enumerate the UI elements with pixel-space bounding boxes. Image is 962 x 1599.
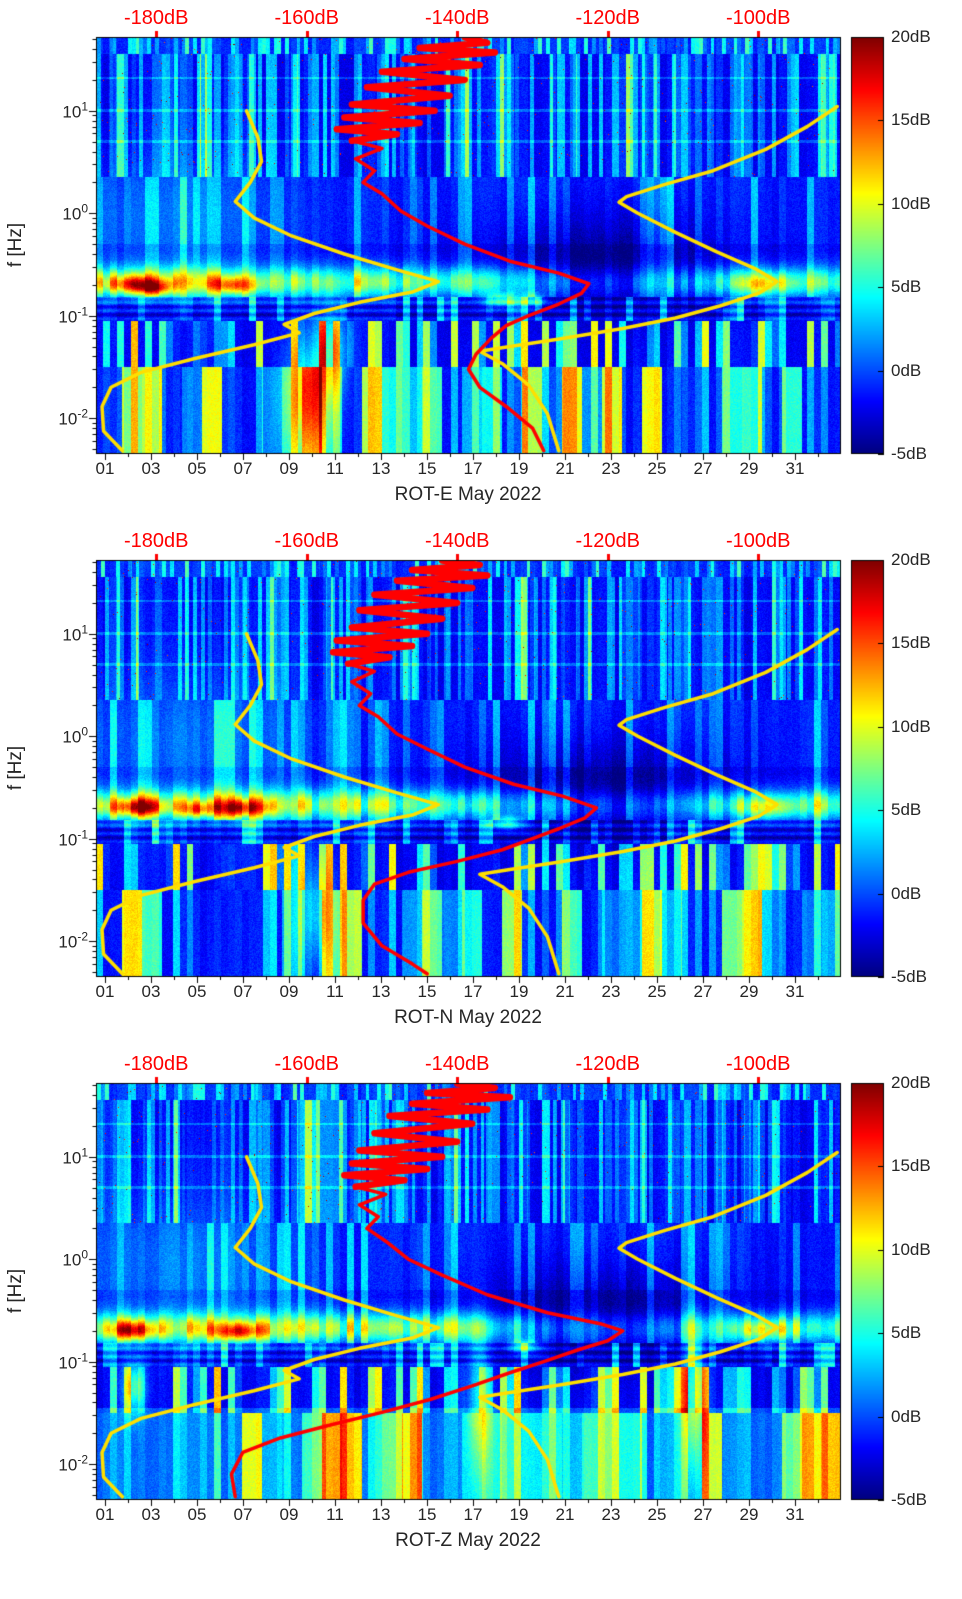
- freq-axis-label: f [Hz]: [5, 1268, 26, 1314]
- panel-title-rot-e: ROT-E May 2022: [394, 484, 542, 505]
- panel-title-rot-n: ROT-N May 2022: [394, 1007, 542, 1028]
- freq-axis-label: f [Hz]: [5, 745, 26, 791]
- panel-rot-z: -180dB -160dB -140dB -120dB -100dB 101 100 10-1…: [0, 1046, 962, 1569]
- freq-axis-label: f [Hz]: [5, 222, 26, 268]
- spectrogram-canvas-rot-n: [0, 523, 962, 1046]
- panel-rot-n: -180dB -160dB -140dB -120dB -100dB 101 100 10-1…: [0, 523, 962, 1046]
- panel-rot-e: -180dB -160dB -140dB -120dB -100dB 101 100 10-1…: [0, 0, 962, 523]
- panel-title-rot-z: ROT-Z May 2022: [395, 1530, 541, 1551]
- spectrogram-canvas-rot-z: [0, 1046, 962, 1569]
- spectrogram-canvas-rot-e: [0, 0, 962, 523]
